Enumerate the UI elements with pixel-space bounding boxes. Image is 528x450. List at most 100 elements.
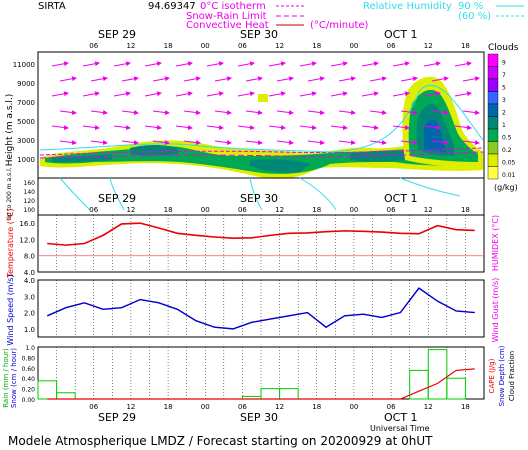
clouds-scale-label: 3 <box>502 97 506 104</box>
hour-tick-label: 06 <box>387 403 396 411</box>
wind-arrow <box>175 91 193 97</box>
wind-arrow <box>183 76 201 82</box>
footer-text: Modele Atmospherique LMDZ / Forecast sta… <box>8 434 433 448</box>
date-oct1-bottom: OCT 1 <box>384 411 418 424</box>
date-sep30-mid1: SEP 30 <box>240 192 278 205</box>
wind-arrow <box>361 61 379 67</box>
hour-tick-label: 06 <box>238 403 247 411</box>
hour-tick-label: 18 <box>312 403 321 411</box>
convective-peak <box>424 119 446 152</box>
surface-layer-contours <box>59 177 461 211</box>
wind-arrow <box>59 140 77 145</box>
hour-tick-label: 18 <box>461 42 470 50</box>
temperature-label: Temperature (°C) <box>6 208 15 278</box>
hour-ticks-top: 06 12 18 00 06 12 18 00 06 12 18 <box>89 42 470 50</box>
wind-arrow <box>121 110 139 115</box>
snowdepth-label: Snow Depth (cm) <box>498 345 506 406</box>
wind-arrow <box>369 76 387 82</box>
hour-ticks-mid1: 06 12 18 00 06 12 18 00 06 12 18 <box>89 206 470 214</box>
wind-arrow <box>330 91 348 97</box>
wind-arrow <box>338 110 356 115</box>
wind-arrow <box>90 76 108 82</box>
precip-ytick-label: 0.80 <box>22 355 36 362</box>
temperature-ytick-label: 8.0 <box>24 253 35 261</box>
wind-arrow <box>392 91 410 97</box>
wind-arrow <box>144 125 162 130</box>
hour-tick-label: 06 <box>238 42 247 50</box>
clouds-scale-label: 0.5 <box>502 134 512 141</box>
temperature-ytick-label: 12.0 <box>19 236 35 244</box>
precip-ytick-label: 0.60 <box>22 366 36 373</box>
clouds-scale-swatch <box>487 141 499 155</box>
wind-arrow <box>245 110 263 115</box>
temperature-yticks: 16.0 12.0 8.0 4.0 <box>19 220 35 277</box>
wind-arrow <box>400 110 418 115</box>
legend-rh-high: 90 % <box>458 1 483 12</box>
precip-chart <box>37 349 475 400</box>
wind-arrows <box>51 61 480 145</box>
precip-ytick-label: 0.00 <box>22 397 36 404</box>
wind-arrow <box>113 91 131 97</box>
clouds-scale-label: 0.2 <box>502 147 512 154</box>
hour-tick-label: 00 <box>349 42 358 50</box>
wind-arrow <box>369 140 387 145</box>
hour-tick-label: 18 <box>312 206 321 214</box>
cloudfrac-label: Cloud Fraction <box>508 351 516 401</box>
small-cloud <box>258 94 268 102</box>
cloud-ytick-label: 7000 <box>17 99 35 107</box>
wind-arrow <box>431 76 449 82</box>
wind-arrow <box>299 61 317 67</box>
legend-isotherm: 0°C isotherm <box>200 1 266 12</box>
wind-arrow <box>392 125 410 130</box>
cloud-yticks: 11000 9000 7000 5000 3000 1000 160 140 120 100 <box>13 61 35 214</box>
wind-arrow <box>152 140 170 145</box>
wind-arrow <box>276 140 294 145</box>
wind-arrow <box>454 125 472 130</box>
temperature-chart <box>38 222 484 257</box>
hour-tick-label: 06 <box>89 403 98 411</box>
wind-arrow <box>361 91 379 97</box>
hour-tick-label: 12 <box>275 206 284 214</box>
clouds-scale-label: 1 <box>502 122 506 129</box>
clouds-scale-title: Clouds <box>488 43 519 53</box>
hour-tick-label: 12 <box>126 206 135 214</box>
wind-arrow <box>268 91 286 97</box>
hour-tick-label: 12 <box>424 403 433 411</box>
snow-label: Snow (cm / hour) <box>10 348 18 408</box>
precip-yticks: 1.0 0.80 0.60 0.40 0.20 0.00 <box>22 345 36 404</box>
hour-tick-label: 12 <box>275 42 284 50</box>
wind-arrow <box>51 91 69 97</box>
hour-tick-label: 18 <box>312 42 321 50</box>
wind-arrow <box>206 61 224 67</box>
wind-arrow <box>183 140 201 145</box>
wind-arrow <box>206 91 224 97</box>
humidex-label: HUMIDEX (°C) <box>491 215 500 271</box>
wind-arrow <box>51 61 69 67</box>
wind-arrow <box>431 140 449 145</box>
rain-bar <box>446 377 466 400</box>
wind-arrow <box>144 61 162 67</box>
hour-tick-label: 18 <box>461 206 470 214</box>
hour-tick-label: 18 <box>164 403 173 411</box>
hour-tick-label: 06 <box>387 206 396 214</box>
cloud-ytick-label: 11000 <box>13 61 35 69</box>
date-sep29-top: SEP 29 <box>98 28 136 41</box>
wind-arrow <box>152 110 170 115</box>
cloud-ytick-label: 1000 <box>17 156 35 164</box>
wind-arrow <box>299 91 317 97</box>
clouds-scale-swatch <box>487 78 499 92</box>
clouds-scale: 9 7 5 3 2 1 0.5 0.2 0.05 0.01 <box>487 53 516 180</box>
wind-arrow <box>206 125 224 130</box>
wind-arrow <box>59 76 77 82</box>
wind-arrow <box>299 125 317 130</box>
windgust-label: Wind Gust (m/s) <box>491 278 500 343</box>
wind-arrow <box>361 125 379 130</box>
wind-arrow <box>51 125 69 130</box>
wind-arrow <box>462 140 480 145</box>
wind-arrow <box>214 140 232 145</box>
rh-contour <box>39 84 484 153</box>
legend-rh: Relative Humidity <box>363 1 452 12</box>
clouds-scale-label: 5 <box>502 84 506 91</box>
legend-rh-low: (60 %) <box>458 11 491 22</box>
